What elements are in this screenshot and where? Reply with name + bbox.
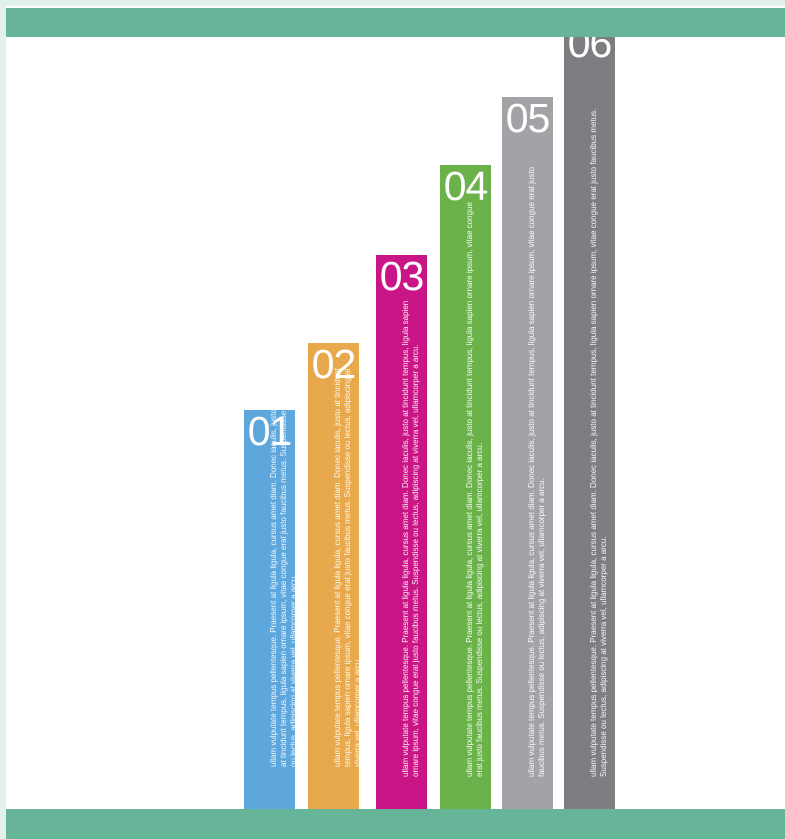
bar-number-04: 04 [443, 165, 489, 209]
bar-03: 03 ullam vulputate tempus pellentesque. … [376, 255, 427, 809]
bar-text-04: ullam vulputate tempus pellentesque. Pra… [465, 202, 484, 777]
bar-05: 05 ullam vulputate tempus pellentesque. … [502, 97, 553, 809]
bar-01: 01 ullam vulputate tempus pellentesque. … [244, 410, 295, 809]
bar-02: 02 ullam vulputate tempus pellentesque. … [308, 343, 359, 809]
bar-number-02: 02 [311, 343, 357, 387]
bar-text-05: ullam vulputate tempus pellentesque. Pra… [527, 166, 546, 777]
bar-text-01: ullam vulputate tempus pellentesque. Pra… [269, 410, 295, 767]
bottom-band [6, 809, 785, 839]
bar-text-02: ullam vulputate tempus pellentesque. Pra… [333, 368, 359, 767]
bar-04: 04 ullam vulputate tempus pellentesque. … [440, 165, 491, 809]
bar-06: 06 ullam vulputate tempus pellentesque. … [564, 22, 615, 809]
bar-text-03: ullam vulputate tempus pellentesque. Pra… [401, 300, 420, 777]
bar-number-05: 05 [505, 97, 551, 141]
bar-number-01: 01 [247, 410, 293, 454]
bar-number-03: 03 [379, 255, 425, 299]
bar-text-06: ullam vulputate tempus pellentesque. Pra… [589, 108, 608, 777]
top-band-overlay [6, 8, 785, 37]
